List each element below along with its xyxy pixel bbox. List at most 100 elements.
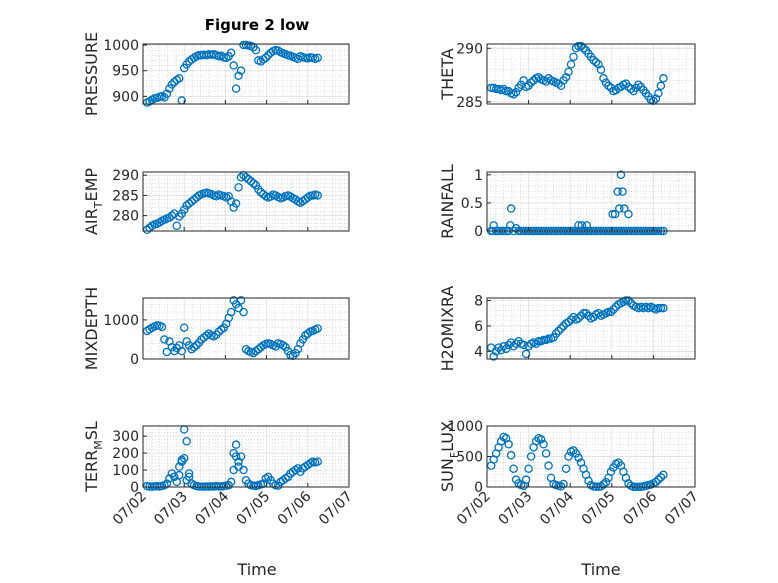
data-point xyxy=(608,209,617,219)
data-point xyxy=(224,191,233,201)
data-point xyxy=(656,472,666,482)
x-tick-label: 07/07 xyxy=(662,489,702,529)
data-point xyxy=(182,201,191,210)
data-point xyxy=(556,482,566,491)
data-point xyxy=(177,346,186,356)
y-axis-label: PRESSURE xyxy=(82,32,101,116)
data-point xyxy=(246,177,256,186)
data-point xyxy=(584,476,593,486)
data-point xyxy=(654,475,663,484)
y-axis-label: AIRTEMP xyxy=(82,168,105,235)
data-point xyxy=(577,221,587,230)
data-point xyxy=(244,175,253,184)
x-tick-label: 07/03 xyxy=(496,489,536,529)
data-point xyxy=(249,179,258,188)
y-tick-label: 1000 xyxy=(103,313,139,329)
data-point xyxy=(554,326,563,336)
y-tick-label: 950 xyxy=(112,64,139,80)
data-point xyxy=(303,329,313,338)
data-point xyxy=(165,213,174,222)
data-point xyxy=(231,199,241,208)
data-point xyxy=(189,195,199,204)
data-point xyxy=(234,71,243,81)
data-point xyxy=(521,475,531,484)
x-tick-label: 07/06 xyxy=(620,488,660,528)
data-point xyxy=(541,449,551,458)
data-point xyxy=(261,53,271,63)
data-point xyxy=(544,461,553,470)
data-point xyxy=(561,464,571,473)
data-point xyxy=(509,90,518,99)
data-point xyxy=(313,53,322,63)
data-point xyxy=(236,173,246,182)
y-tick-label: 6 xyxy=(474,319,483,335)
data-point xyxy=(256,187,266,197)
data-point xyxy=(606,307,616,317)
y-tick-label: 290 xyxy=(456,41,483,57)
data-point xyxy=(589,55,598,65)
data-point xyxy=(313,191,322,200)
data-point xyxy=(187,197,196,206)
x-axis-label-right: Time xyxy=(580,560,620,579)
subplot-h2omixra: 4 6 8 H2OMIXRA xyxy=(438,286,696,371)
x-tick-label: 07/05 xyxy=(579,489,619,529)
data-point xyxy=(234,457,243,466)
data-point xyxy=(566,60,576,69)
data-point xyxy=(551,329,561,338)
data-point xyxy=(519,340,528,350)
data-point xyxy=(651,477,661,487)
data-point xyxy=(162,89,172,98)
data-point xyxy=(596,482,606,491)
data-point xyxy=(184,472,194,482)
x-tick-label: 07/06 xyxy=(275,488,315,528)
data-point xyxy=(654,303,663,313)
data-point xyxy=(236,66,246,75)
y-tick-label: 300 xyxy=(112,429,139,445)
data-point xyxy=(499,84,508,94)
data-point xyxy=(182,436,191,446)
data-point xyxy=(236,296,246,305)
data-point xyxy=(506,204,516,213)
data-point xyxy=(621,296,631,305)
data-point xyxy=(241,344,251,354)
data-point xyxy=(189,343,199,352)
data-point xyxy=(167,80,177,89)
data-point xyxy=(226,48,236,57)
y-tick-label: 500 xyxy=(456,450,483,466)
y-tick-label: 4 xyxy=(474,344,483,360)
y-tick-label: 1000 xyxy=(103,38,139,54)
data-point xyxy=(624,296,633,305)
data-point xyxy=(609,305,618,314)
data-point xyxy=(499,342,508,351)
data-point xyxy=(251,45,261,55)
data-point xyxy=(486,343,496,352)
axes-frame xyxy=(142,297,350,360)
data-point xyxy=(234,183,243,192)
data-point xyxy=(606,467,616,476)
data-point xyxy=(616,170,626,180)
data-point xyxy=(231,452,241,461)
data-point xyxy=(231,84,241,93)
x-tick-label: 07/04 xyxy=(537,488,577,528)
y-tick-label: 900 xyxy=(112,89,139,105)
y-axis-label: THETA xyxy=(438,48,457,100)
data-point xyxy=(229,61,238,70)
y-axis-label: RAINFALL xyxy=(438,164,457,239)
data-point xyxy=(501,86,511,96)
data-point xyxy=(596,65,606,74)
data-point xyxy=(170,472,179,482)
data-point xyxy=(601,477,611,487)
data-point xyxy=(192,341,201,350)
data-point xyxy=(620,204,629,213)
x-tick-label: 07/05 xyxy=(234,489,274,529)
data-point xyxy=(626,84,636,94)
data-point xyxy=(226,477,236,487)
data-point xyxy=(165,84,174,93)
y-tick-label: 285 xyxy=(456,95,483,111)
data-point xyxy=(504,440,513,449)
axes-frame xyxy=(486,43,696,105)
data-point xyxy=(579,44,588,53)
